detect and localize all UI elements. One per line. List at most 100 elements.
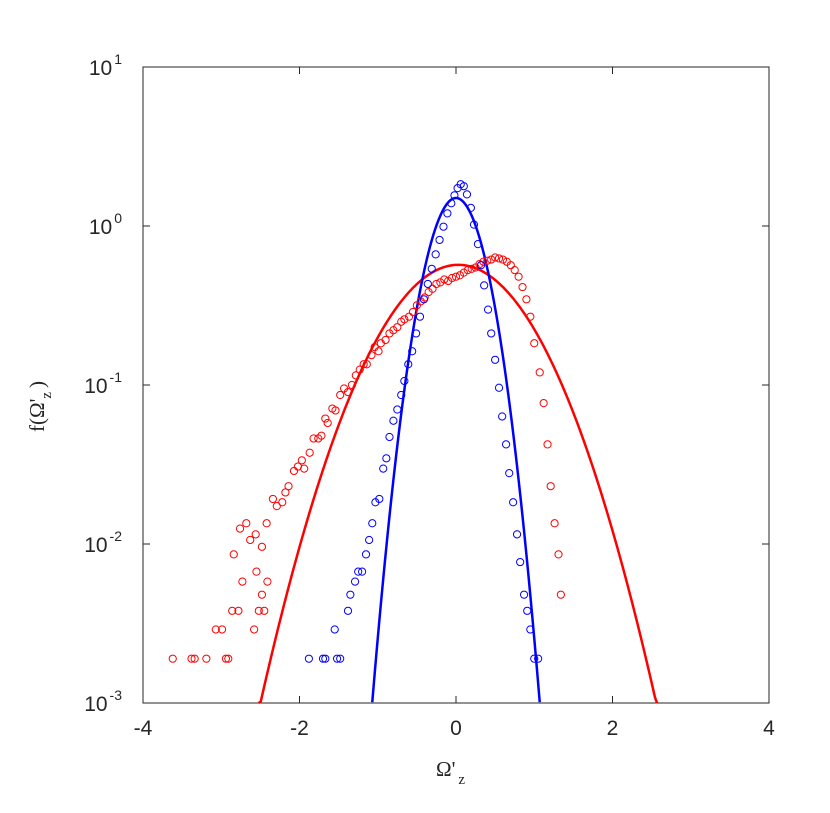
data-point bbox=[234, 606, 243, 615]
data-point bbox=[512, 530, 522, 539]
data-point bbox=[374, 347, 383, 356]
data-point bbox=[483, 305, 493, 314]
data-point bbox=[519, 590, 529, 599]
data-point bbox=[254, 606, 263, 615]
data-point bbox=[350, 577, 360, 586]
data-point bbox=[397, 390, 406, 400]
data-point bbox=[518, 282, 527, 292]
data-point bbox=[242, 519, 251, 528]
y-tick-base: 10 bbox=[89, 57, 112, 80]
data-point bbox=[535, 368, 544, 377]
data-point bbox=[480, 281, 489, 290]
data-point bbox=[336, 390, 345, 400]
data-point bbox=[473, 240, 483, 249]
data-point bbox=[526, 312, 535, 321]
y-tick-label: 10 -3 bbox=[84, 687, 122, 716]
fit-curve bbox=[258, 263, 659, 704]
data-point bbox=[278, 498, 287, 507]
data-point bbox=[491, 253, 500, 262]
y-tick-label: 10 1 bbox=[89, 51, 122, 80]
data-point bbox=[362, 360, 371, 369]
y-tick-exp: -1 bbox=[110, 369, 123, 385]
data-point bbox=[483, 256, 492, 265]
data-point bbox=[300, 464, 309, 473]
data-point bbox=[408, 347, 417, 356]
y-tick-base: 10 bbox=[84, 693, 107, 716]
data-point bbox=[523, 606, 532, 615]
data-point bbox=[351, 371, 360, 380]
data-point bbox=[476, 261, 486, 270]
tick-marks bbox=[142, 66, 770, 704]
data-point bbox=[217, 625, 227, 634]
data-point bbox=[439, 222, 448, 231]
data-point bbox=[554, 550, 563, 559]
data-point bbox=[284, 482, 293, 491]
data-point bbox=[522, 295, 531, 304]
data-point bbox=[451, 272, 461, 281]
data-point bbox=[260, 606, 269, 615]
data-point bbox=[252, 567, 261, 576]
data-point bbox=[447, 199, 456, 208]
data-point bbox=[494, 383, 504, 392]
data-point bbox=[466, 203, 475, 212]
data-point bbox=[190, 654, 199, 663]
data-point bbox=[359, 360, 368, 369]
y-tick-label: 10 -2 bbox=[84, 528, 122, 557]
data-point bbox=[487, 329, 496, 338]
data-point bbox=[323, 418, 332, 428]
data-point bbox=[355, 365, 364, 374]
data-point bbox=[367, 351, 376, 360]
data-point bbox=[459, 182, 468, 191]
data-point bbox=[550, 519, 559, 528]
plot-area bbox=[142, 66, 770, 704]
data-point bbox=[505, 469, 514, 478]
data-point bbox=[494, 254, 504, 263]
y-axis: 10 -3 10 -2 10 -1 10 0 10 1 f(Ω'z) bbox=[25, 51, 122, 716]
data-point bbox=[168, 654, 177, 663]
data-point bbox=[246, 535, 255, 545]
data-point bbox=[332, 654, 342, 663]
data-point bbox=[427, 264, 436, 273]
y-tick-exp: 1 bbox=[114, 51, 122, 67]
data-point bbox=[228, 606, 237, 615]
data-point bbox=[361, 550, 371, 559]
data-point bbox=[250, 625, 259, 634]
data-point bbox=[530, 339, 539, 348]
data-point bbox=[379, 464, 388, 473]
data-point bbox=[432, 279, 441, 289]
data-point bbox=[431, 250, 440, 259]
data-point bbox=[491, 355, 500, 364]
data-point bbox=[469, 220, 479, 229]
data-point bbox=[211, 625, 220, 634]
data-point bbox=[393, 323, 402, 332]
data-point bbox=[487, 255, 496, 264]
data-point bbox=[543, 440, 552, 449]
data-point bbox=[498, 255, 508, 264]
data-point bbox=[475, 259, 484, 269]
y-axis-label: f(Ω'z) bbox=[25, 381, 55, 432]
data-point bbox=[229, 550, 238, 559]
data-point bbox=[224, 654, 233, 663]
data-point bbox=[297, 456, 306, 465]
data-point bbox=[346, 590, 355, 599]
data-point bbox=[534, 654, 543, 663]
data-point bbox=[400, 315, 409, 324]
data-point bbox=[435, 235, 444, 245]
y-tick-base: 10 bbox=[84, 534, 107, 557]
data-point bbox=[440, 275, 449, 284]
data-point bbox=[381, 335, 390, 345]
data-point bbox=[467, 264, 476, 273]
data-point bbox=[318, 654, 328, 663]
data-point bbox=[281, 488, 290, 497]
data-point bbox=[305, 448, 314, 457]
data-point bbox=[530, 654, 539, 663]
data-point bbox=[263, 577, 272, 586]
data-point bbox=[443, 209, 452, 218]
data-point bbox=[365, 535, 374, 545]
data-point bbox=[330, 625, 339, 634]
x-tick-label: -4 bbox=[134, 717, 153, 740]
data-point bbox=[400, 376, 409, 386]
x-tick-label: 0 bbox=[450, 717, 462, 740]
y-tick-exp: -2 bbox=[110, 528, 123, 544]
